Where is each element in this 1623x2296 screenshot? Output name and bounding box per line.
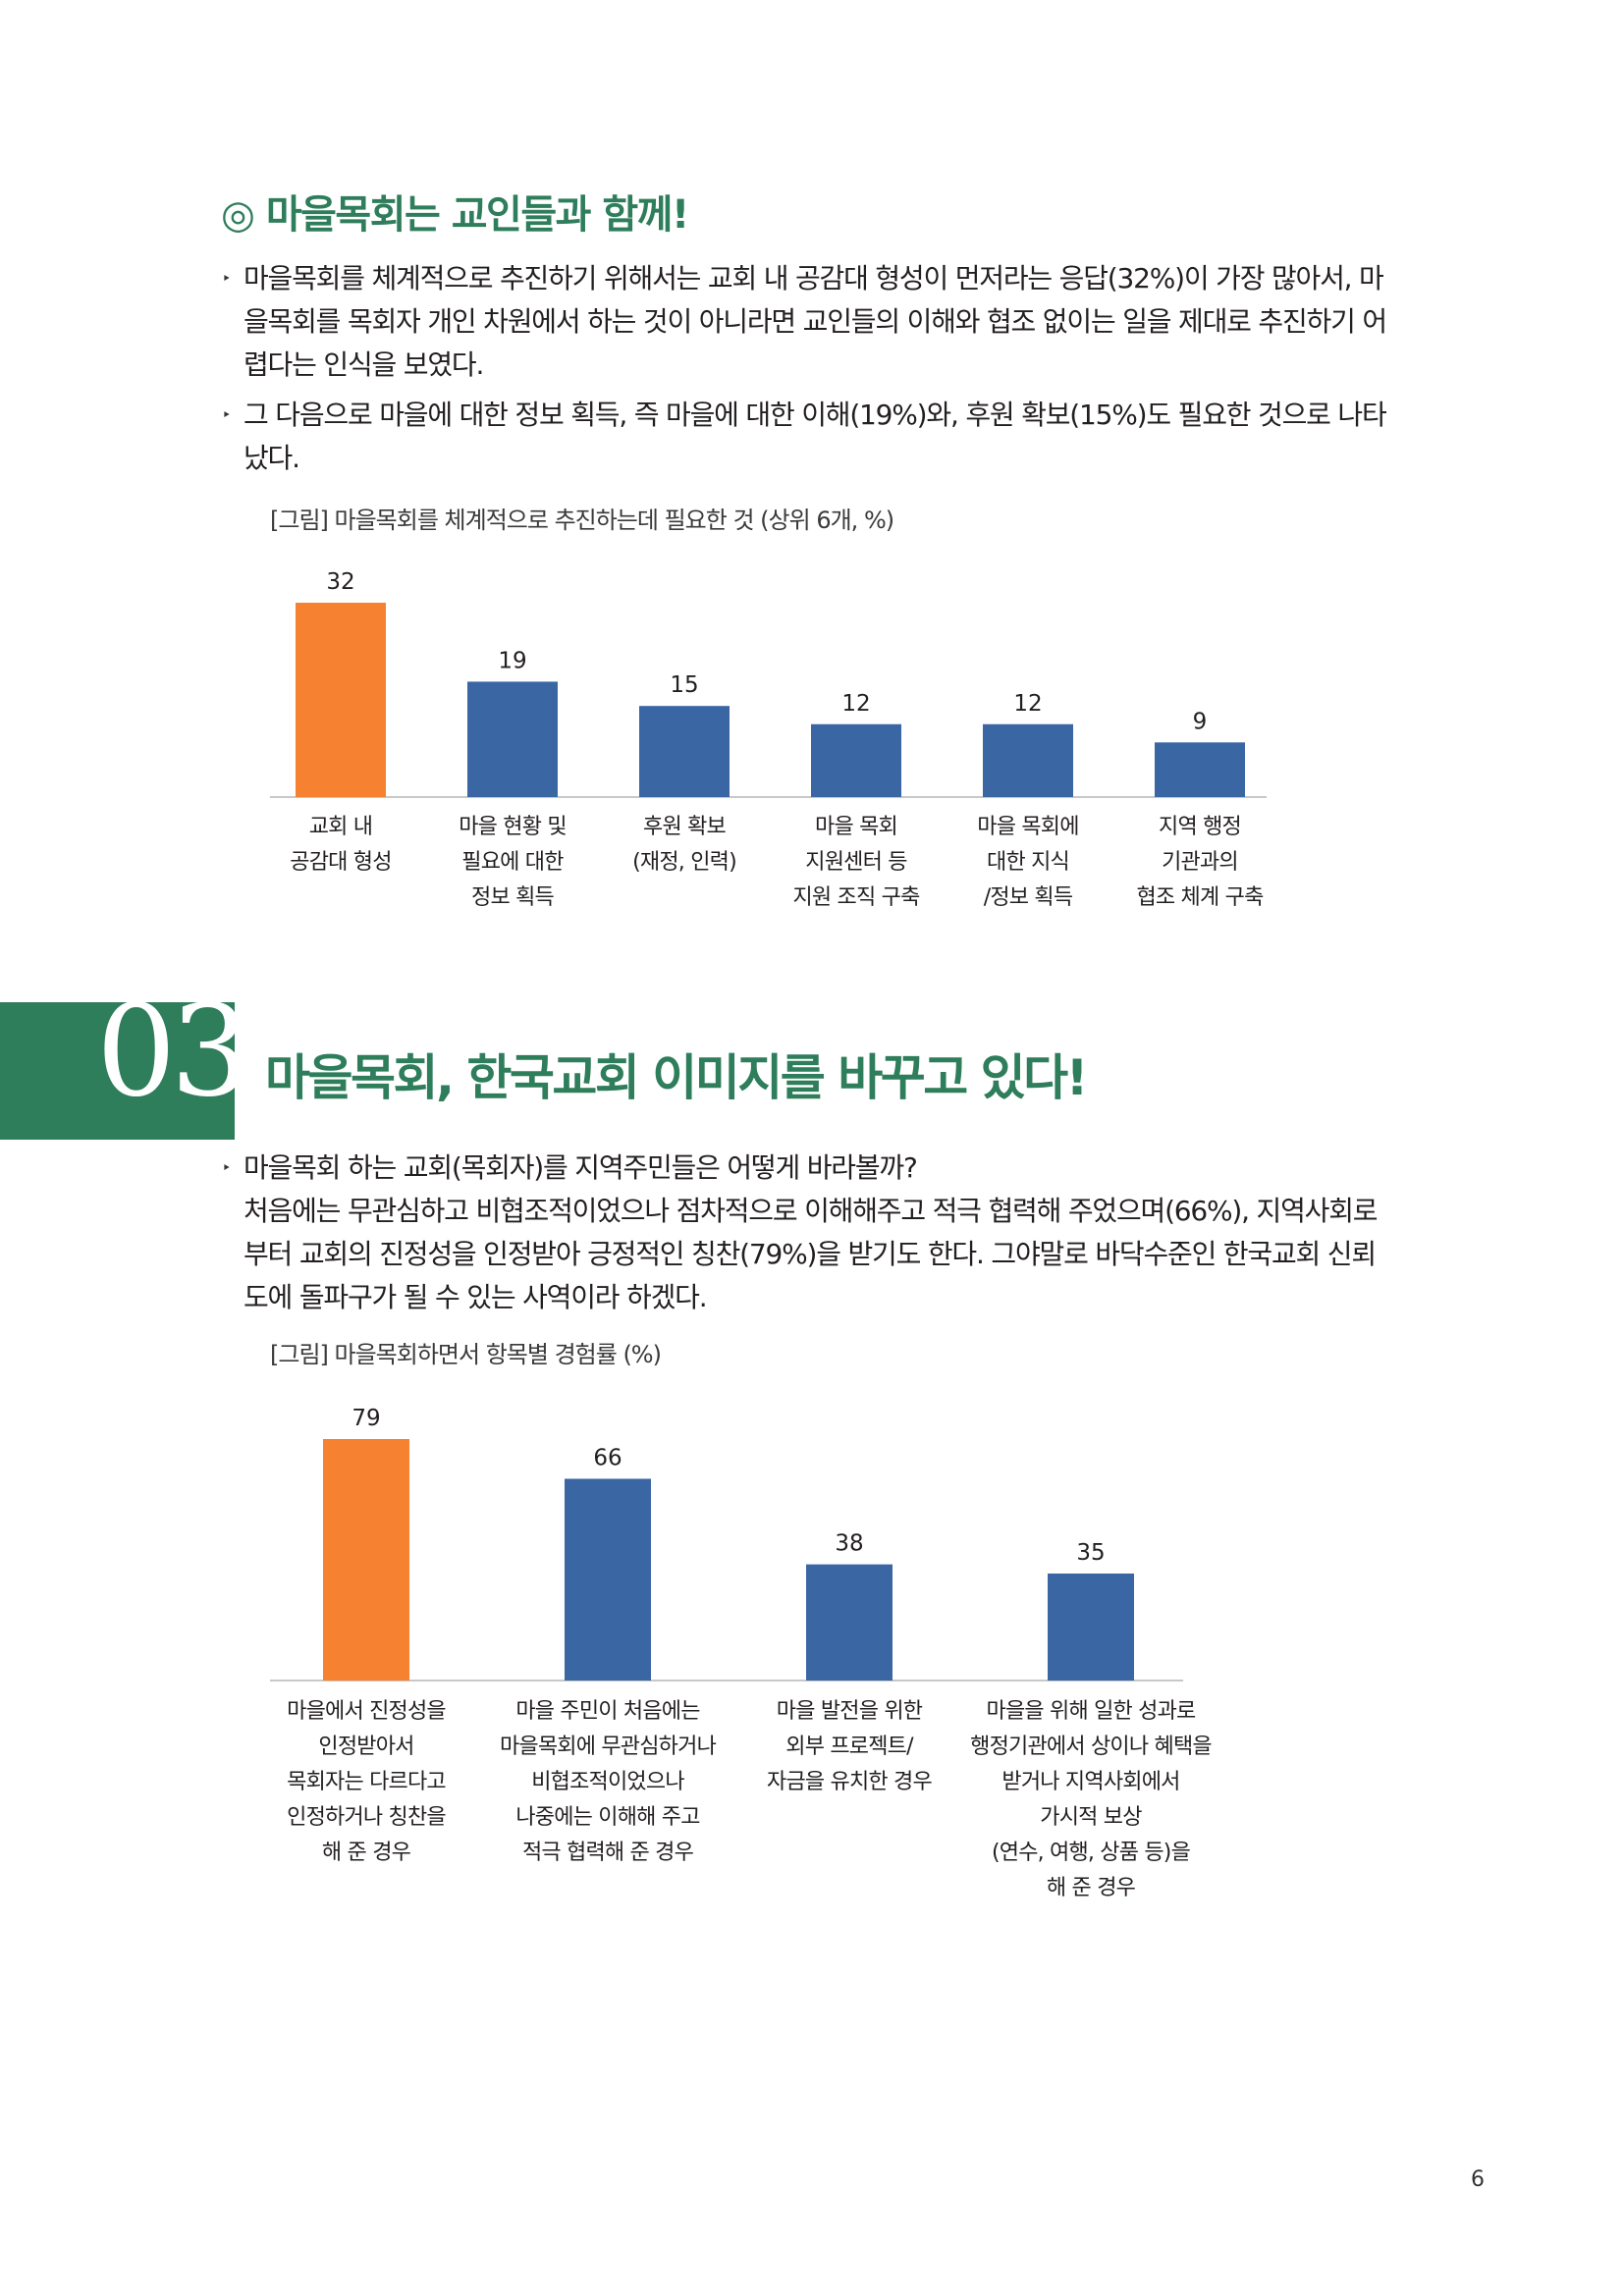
bullet-item: ‣ 마을목회 하는 교회(목회자)를 지역주민들은 어떻게 바라볼까? 처음에는…: [222, 1147, 1379, 1319]
bar-chart-needs: 32 19 15 12 12 9: [270, 569, 1267, 798]
bullet-line: 부터 교회의 진정성을 인정받아 긍정적인 칭찬(79%)을 받기도 한다. 그…: [243, 1238, 1377, 1270]
bullet-item: ‣ 마을목회를 체계적으로 추진하기 위해서는 교회 내 공감대 형성이 먼저라…: [222, 257, 1387, 387]
chart-category-label-line: 인정하거나 칭찬을: [287, 1805, 447, 1830]
bullet-line: 처음에는 무관심하고 비협조적이었으나 점차적으로 이해해주고 적극 협력해 주…: [243, 1195, 1379, 1227]
chart-category-label-line: 마을목회에 무관심하거나: [499, 1735, 717, 1759]
chart-category-label-line: 해 준 경우: [321, 1841, 411, 1865]
chart-category-label-line: 교회 내: [308, 815, 373, 839]
chart-category-label-line: 필요에 대한: [461, 850, 564, 875]
chart-category-label-line: 받거나 지역사회에서: [1001, 1770, 1180, 1794]
bullet-line: 도에 돌파구가 될 수 있는 사역이라 하겠다.: [243, 1281, 708, 1313]
chart-category-label-line: 적극 협력해 준 경우: [521, 1841, 694, 1865]
chart-bar: [983, 723, 1073, 797]
chart-category-label-line: /정보 획득: [983, 885, 1073, 910]
chart-value-label: 35: [1076, 1540, 1105, 1566]
bullet-marker-icon: ‣: [222, 269, 231, 288]
bullet-line: 렵다는 인식을 보였다.: [243, 348, 484, 381]
chart-value-label: 15: [670, 672, 698, 698]
chart-category-label-line: 인정받아서: [318, 1735, 414, 1759]
chart-bar: [323, 1439, 409, 1681]
chapter-number-box: [0, 1002, 235, 1140]
figure-caption: [그림] 마을목회를 체계적으로 추진하는데 필요한 것 (상위 6개, %): [270, 507, 894, 534]
chart-category-label-line: 나중에는 이해해 주고: [515, 1805, 700, 1830]
chart-value-label: 9: [1193, 709, 1208, 734]
bullet-marker-icon: ‣: [222, 1158, 231, 1177]
section-title: ◎ 마을목회는 교인들과 함께!: [221, 192, 689, 238]
chart-bar: [467, 681, 558, 797]
bullet-line: 마을목회를 체계적으로 추진하기 위해서는 교회 내 공감대 형성이 먼저라는 …: [243, 262, 1384, 294]
chart-category-label-line: 목회자는 다르다고: [287, 1770, 447, 1794]
bar-chart-experience: 79 66 38 35: [270, 1406, 1183, 1682]
bullet-line: 났다.: [243, 442, 300, 474]
chart-category-label-line: 자금을 유치한 경우: [767, 1770, 933, 1794]
chapter-title: 마을목회, 한국교회 이미지를 바꾸고 있다!: [265, 1049, 1088, 1106]
figure-caption: [그림] 마을목회하면서 항목별 경험률 (%): [270, 1341, 662, 1368]
chart-category-label-line: (재정, 인력): [632, 850, 737, 875]
chapter-number: 03: [96, 979, 250, 1125]
chart-value-label: 66: [593, 1445, 622, 1470]
bullet-marker-icon: ‣: [222, 405, 231, 424]
bullet-line: 마을목회 하는 교회(목회자)를 지역주민들은 어떻게 바라볼까?: [243, 1151, 918, 1184]
chart-category-label-line: 마을 주민이 처음에는: [515, 1699, 700, 1724]
chart-category-label-line: 대한 지식: [987, 850, 1070, 875]
chart-value-label: 79: [352, 1406, 380, 1431]
chart-value-label: 38: [835, 1531, 863, 1557]
chart-category-label-line: 협조 체계 구축: [1136, 885, 1264, 910]
chart-bar: [296, 603, 386, 797]
chart-value-label: 12: [841, 691, 870, 717]
chart-category-label-line: 지역 행정: [1159, 815, 1242, 839]
chart-bar: [1155, 742, 1245, 797]
chart-category-label: 후원 확보 (재정, 인력): [591, 810, 778, 881]
chart-bar: [806, 1564, 893, 1681]
chart-bar: [565, 1478, 651, 1681]
bullet-item: ‣ 그 다음으로 마을에 대한 정보 획득, 즉 마을에 대한 이해(19%)와…: [222, 394, 1387, 480]
chart-category-label-line: 비협조적이었으나: [531, 1770, 684, 1794]
chart-bar: [639, 706, 730, 797]
chart-value-label: 19: [498, 648, 526, 673]
chart-category-label-line: 기관과의: [1162, 850, 1239, 875]
chart-bar: [811, 723, 901, 797]
chart-value-label: 12: [1013, 691, 1042, 717]
chart-category-label-line: (연수, 여행, 상품 등)을: [991, 1841, 1191, 1865]
chart-category-label-line: 지원센터 등: [805, 850, 907, 875]
chart-category-label-line: 마을 목회: [815, 815, 898, 839]
chart-category-label-line: 마을에서 진정성을: [287, 1699, 447, 1724]
chart-category-label-line: 마을 현황 및: [459, 815, 567, 839]
chart-category-label-line: 정보 획득: [471, 885, 555, 910]
chart-bar: [1048, 1574, 1134, 1681]
bullet-line: 을목회를 목회자 개인 차원에서 하는 것이 아니라면 교인들의 이해와 협조 …: [243, 305, 1387, 338]
chart-category-label-line: 마을 발전을 위한: [776, 1699, 923, 1724]
chart-value-label: 32: [326, 569, 354, 595]
chart-category-label-line: 해 준 경우: [1046, 1876, 1136, 1900]
chart-category-label-line: 외부 프로젝트/: [785, 1735, 913, 1759]
chart-category-label-line: 후원 확보: [643, 815, 727, 839]
chart-category-label-line: 행정기관에서 상이나 혜택을: [970, 1735, 1212, 1759]
page-number: 6: [1471, 2167, 1485, 2192]
chart-category-label-line: 마을을 위해 일한 성과로: [986, 1699, 1197, 1724]
chart-category-label-line: 공감대 형성: [290, 850, 392, 875]
chart-category-label-line: 가시적 보상: [1040, 1805, 1142, 1830]
chart-category-label-line: 마을 목회에: [977, 815, 1079, 839]
chart-category-label-line: 지원 조직 구축: [792, 885, 920, 910]
bullet-line: 그 다음으로 마을에 대한 정보 획득, 즉 마을에 대한 이해(19%)와, …: [243, 399, 1387, 431]
